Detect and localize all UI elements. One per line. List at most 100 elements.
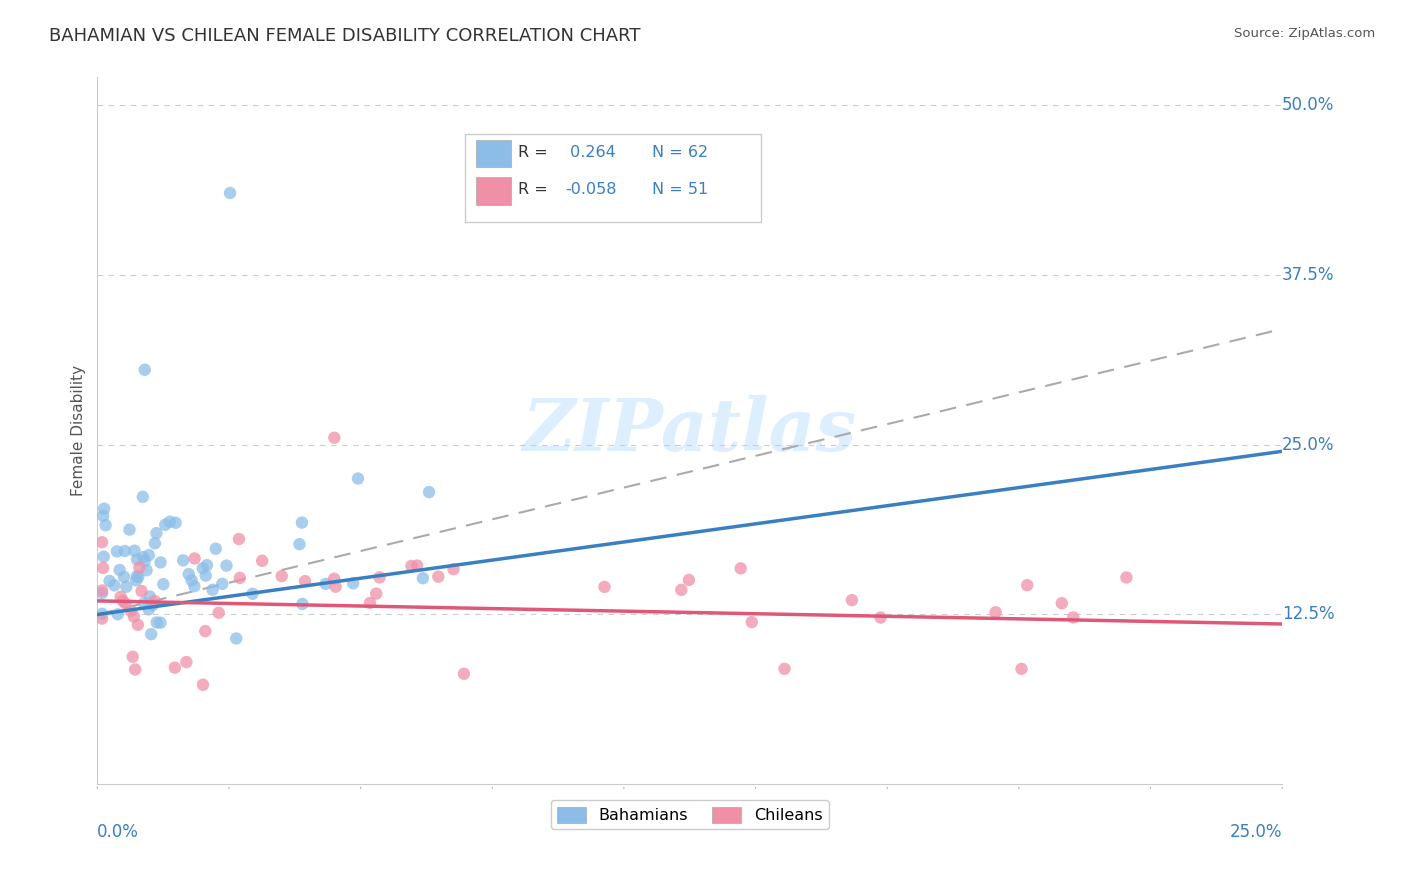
Point (291, 597, 314, 611)
Point (593, 580, 616, 594)
Point (418, 485, 440, 500)
Text: N = 62: N = 62 (652, 145, 709, 160)
Point (153, 517, 176, 532)
Point (124, 543, 146, 558)
Point (122, 609, 145, 624)
Text: 0.0%: 0.0% (97, 823, 139, 841)
Point (183, 551, 205, 566)
Point (145, 526, 167, 541)
Point (1062, 610, 1084, 624)
Point (139, 590, 162, 604)
Point (114, 544, 136, 558)
Point (228, 532, 250, 546)
Point (869, 610, 891, 624)
Point (93, 501, 115, 516)
Legend: Bahamians, Chileans: Bahamians, Chileans (551, 800, 828, 830)
Point (114, 597, 136, 611)
Point (103, 578, 125, 592)
Point (91, 583, 114, 598)
Point (841, 593, 863, 607)
Text: -0.058: -0.058 (565, 182, 617, 197)
Point (112, 570, 135, 584)
Point (91, 586, 114, 600)
Point (288, 537, 311, 551)
Point (225, 632, 247, 646)
Point (127, 570, 149, 584)
Point (125, 569, 148, 583)
Point (359, 596, 381, 610)
Point (204, 541, 226, 556)
Point (443, 562, 465, 576)
Point (176, 655, 198, 669)
Point (91, 535, 114, 549)
Point (183, 579, 205, 593)
Text: 25.0%: 25.0% (1282, 435, 1334, 453)
Point (270, 569, 292, 583)
Text: 50.0%: 50.0% (1282, 95, 1334, 113)
Point (215, 558, 238, 573)
Point (127, 617, 149, 632)
Point (94, 518, 117, 533)
Point (347, 471, 370, 485)
Point (134, 363, 156, 377)
Point (1011, 662, 1033, 676)
Point (368, 570, 391, 584)
Text: ZIPatlas: ZIPatlas (523, 395, 856, 467)
Point (143, 594, 166, 608)
Point (124, 663, 146, 677)
Point (1017, 578, 1039, 592)
Point (172, 553, 194, 567)
Point (110, 590, 132, 604)
FancyBboxPatch shape (477, 140, 510, 167)
Point (105, 544, 128, 558)
Point (91, 612, 114, 626)
Point (208, 606, 231, 620)
Point (191, 678, 214, 692)
Point (194, 568, 217, 582)
Point (149, 615, 172, 630)
Point (121, 649, 143, 664)
Y-axis label: Female Disability: Female Disability (72, 366, 86, 497)
Point (741, 615, 763, 629)
Point (159, 515, 181, 529)
Text: R =: R = (517, 182, 553, 197)
Point (1115, 570, 1137, 584)
Point (165, 516, 187, 530)
Point (342, 576, 364, 591)
Text: N = 51: N = 51 (652, 182, 709, 197)
Point (406, 558, 429, 573)
Point (127, 552, 149, 566)
Point (323, 572, 346, 586)
Text: 25.0%: 25.0% (1230, 823, 1282, 841)
Point (135, 563, 157, 577)
Point (250, 554, 273, 568)
Point (242, 587, 264, 601)
Point (134, 596, 156, 610)
Text: Source: ZipAtlas.com: Source: ZipAtlas.com (1234, 27, 1375, 40)
Point (180, 574, 202, 588)
Point (141, 627, 163, 641)
Text: BAHAMIAN VS CHILEAN FEMALE DISABILITY CORRELATION CHART: BAHAMIAN VS CHILEAN FEMALE DISABILITY CO… (49, 27, 641, 45)
Point (93, 549, 115, 564)
Point (730, 561, 752, 575)
Point (91, 508, 114, 523)
Point (984, 605, 1007, 619)
Point (412, 571, 434, 585)
Point (91, 607, 114, 621)
Point (132, 550, 155, 565)
Point (366, 586, 388, 600)
Point (138, 548, 160, 562)
Point (112, 594, 135, 608)
Point (453, 666, 475, 681)
Text: 37.5%: 37.5% (1282, 266, 1334, 284)
Point (201, 582, 224, 597)
Point (315, 577, 337, 591)
Point (294, 574, 316, 589)
Point (219, 186, 242, 200)
Text: R =: R = (517, 145, 553, 160)
Point (195, 558, 218, 573)
FancyBboxPatch shape (477, 178, 510, 204)
Point (678, 573, 700, 587)
Point (108, 563, 131, 577)
Point (125, 574, 148, 588)
